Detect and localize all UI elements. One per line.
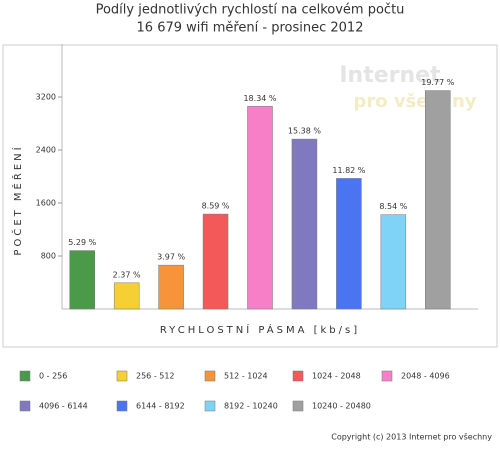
chart-title: Podíly jednotlivých rychlostí na celkové… <box>96 3 405 18</box>
bar <box>425 90 451 310</box>
data-label: 8.59 % <box>202 202 230 211</box>
legend-swatch <box>381 370 393 382</box>
y-tick-label: 800 <box>41 252 56 261</box>
bar <box>158 264 184 310</box>
legend-label: 6144 - 8192 <box>136 402 185 411</box>
data-label: 19.77 % <box>421 78 454 87</box>
data-label: 8.54 % <box>379 202 407 211</box>
data-label: 18.34 % <box>243 94 276 103</box>
data-label: 15.38 % <box>288 127 321 136</box>
watermark: Internet <box>339 63 441 88</box>
bar <box>336 178 362 310</box>
legend-swatch <box>292 370 304 382</box>
data-label: 11.82 % <box>332 166 365 175</box>
y-tick-label: 2400 <box>36 146 56 155</box>
data-label: 5.29 % <box>68 238 96 247</box>
y-axis-label: POČET MĚŘENÍ <box>11 144 24 255</box>
chart-frame <box>2 44 498 348</box>
footer: Copyright (c) 2013 Internet pro všechny <box>331 432 492 442</box>
legend-swatch <box>204 370 216 382</box>
data-label: 2.37 % <box>113 270 141 279</box>
legend-swatch <box>19 400 31 412</box>
legend-label: 10240 - 20480 <box>312 402 371 411</box>
bar <box>247 106 273 310</box>
bar <box>380 214 407 310</box>
legend-label: 2048 - 4096 <box>401 372 450 381</box>
bar <box>291 138 318 310</box>
legend-label: 256 - 512 <box>136 372 175 381</box>
legend-label: 4096 - 6144 <box>39 402 88 411</box>
legend-label: 0 - 256 <box>39 372 67 381</box>
y-tick-label: 3200 <box>36 93 56 102</box>
legend-label: 512 - 1024 <box>224 372 268 381</box>
bar <box>113 282 140 310</box>
legend-swatch <box>292 400 304 412</box>
bar <box>69 250 95 310</box>
legend-swatch <box>204 400 216 412</box>
y-tick-label: 1600 <box>36 199 56 208</box>
legend-swatch <box>116 400 128 412</box>
legend-swatch <box>19 370 31 382</box>
chart-subtitle: 16 679 wifi měření - prosinec 2012 <box>137 21 364 36</box>
x-axis-label: RYCHLOSTNÍ PÁSMA [kb/s] <box>160 323 360 336</box>
legend-label: 8192 - 10240 <box>224 402 278 411</box>
bar <box>202 213 229 310</box>
legend-label: 1024 - 2048 <box>312 372 361 381</box>
watermark: pro všechny <box>353 91 476 112</box>
legend-swatch <box>116 370 128 382</box>
data-label: 3.97 % <box>157 253 185 262</box>
